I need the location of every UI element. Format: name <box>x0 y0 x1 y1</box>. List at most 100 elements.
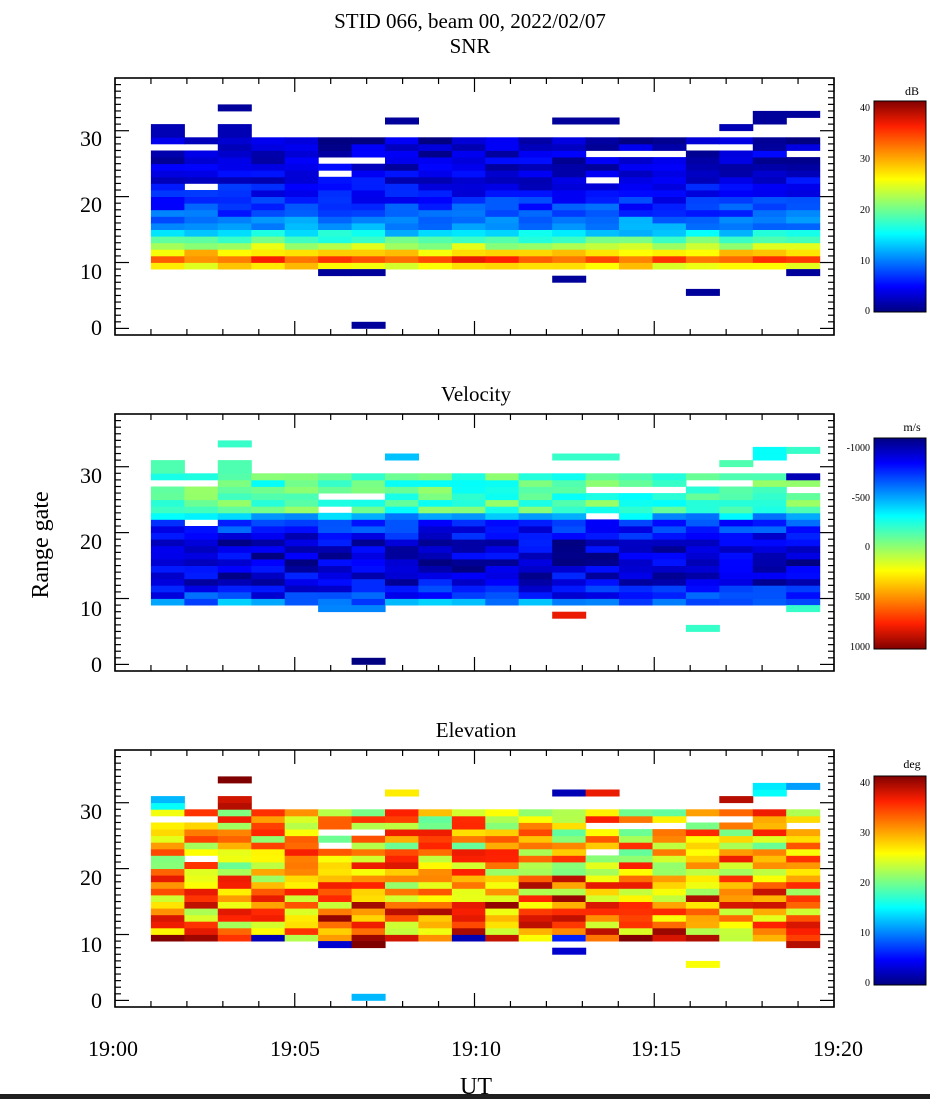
heatmap-cell <box>518 209 553 217</box>
heatmap-cell <box>217 934 252 942</box>
heatmap-cell <box>619 888 653 896</box>
heatmap-cell <box>318 143 353 151</box>
heatmap-cell <box>685 203 720 211</box>
heatmap-cell <box>652 209 687 217</box>
heatmap-cell <box>752 216 787 224</box>
heatmap-cell <box>752 855 787 863</box>
heatmap-cell <box>719 796 754 804</box>
heatmap-cell <box>552 229 587 237</box>
heatmap-cell <box>518 578 553 586</box>
heatmap-cell <box>351 479 386 487</box>
heatmap-cell <box>418 203 453 211</box>
heatmap-cell <box>184 822 219 830</box>
velocity-ytick-20: 20 <box>80 529 102 554</box>
heatmap-cell <box>251 908 286 916</box>
heatmap-cell <box>385 236 419 244</box>
heatmap-cell <box>485 815 520 823</box>
heatmap-cell <box>184 493 219 501</box>
heatmap-cell <box>451 835 486 843</box>
heatmap-cell <box>786 157 821 165</box>
heatmap-cell <box>752 868 787 876</box>
velocity-ytick-0: 0 <box>91 652 102 677</box>
heatmap-cell <box>184 242 219 250</box>
heatmap-cell <box>752 236 787 244</box>
heatmap-cell <box>284 888 319 896</box>
heatmap-cell <box>552 901 587 909</box>
heatmap-cell <box>318 578 353 586</box>
heatmap-cell <box>786 137 821 145</box>
heatmap-cell <box>318 901 353 909</box>
heatmap-cell <box>385 848 419 856</box>
heatmap-cell <box>451 895 486 902</box>
heatmap-cell <box>284 255 319 263</box>
heatmap-cell <box>418 927 453 935</box>
heatmap-cell <box>719 157 754 165</box>
heatmap-cell <box>284 137 319 145</box>
heatmap-cell <box>786 868 821 876</box>
heatmap-cell <box>385 578 419 586</box>
heatmap-cell <box>184 901 219 909</box>
heatmap-cell <box>485 255 520 263</box>
heatmap-cell <box>217 565 252 573</box>
heatmap-cell <box>652 223 687 230</box>
velocity-colorbar: m/s -1000 -500 0 500 1000 <box>847 420 927 653</box>
heatmap-cell <box>351 809 386 817</box>
heatmap-cell <box>518 150 553 158</box>
heatmap-cell <box>351 216 386 224</box>
heatmap-cell <box>552 236 587 244</box>
heatmap-cell <box>786 881 821 889</box>
heatmap-cell <box>652 512 687 520</box>
heatmap-cell <box>685 578 720 586</box>
heatmap-cell <box>184 526 219 533</box>
heatmap-cell <box>184 545 219 553</box>
heatmap-cell <box>284 545 319 553</box>
heatmap-cell <box>217 559 252 566</box>
heatmap-cell <box>284 881 319 889</box>
heatmap-cell <box>418 888 453 896</box>
heatmap-cell <box>585 526 620 533</box>
heatmap-cell <box>184 895 219 902</box>
heatmap-cell <box>284 822 319 830</box>
heatmap-cell <box>351 170 386 178</box>
heatmap-cell <box>719 809 754 817</box>
heatmap-cell <box>786 143 821 151</box>
heatmap-cell <box>619 862 653 869</box>
heatmap-cell <box>619 848 653 856</box>
heatmap-cell <box>518 176 553 184</box>
heatmap-cell <box>685 493 720 501</box>
heatmap-cell <box>184 914 219 922</box>
heatmap-cell <box>351 183 386 191</box>
heatmap-cell <box>150 908 185 916</box>
heatmap-cell <box>585 809 620 817</box>
heatmap-cell <box>418 170 453 178</box>
heatmap-cell <box>719 842 754 850</box>
heatmap-cell <box>685 598 720 606</box>
heatmap-cell <box>518 473 553 481</box>
heatmap-cell <box>418 519 453 527</box>
heatmap-cell <box>318 499 353 507</box>
heatmap-cell <box>385 572 419 580</box>
heatmap-cell <box>318 236 353 244</box>
heatmap-cell <box>752 209 787 217</box>
heatmap-cell <box>585 255 620 263</box>
heatmap-cell <box>518 895 553 902</box>
heatmap-cell <box>652 499 687 507</box>
heatmap-cell <box>150 914 185 922</box>
heatmap-cell <box>552 611 587 619</box>
heatmap-cell <box>552 479 587 487</box>
heatmap-cell <box>184 223 219 230</box>
heatmap-cell <box>752 143 787 151</box>
heatmap-cell <box>652 585 687 593</box>
heatmap-cell <box>217 460 252 468</box>
heatmap-cell <box>786 262 821 270</box>
heatmap-cell <box>585 479 620 487</box>
heatmap-cell <box>752 927 787 935</box>
heatmap-cell <box>485 183 520 191</box>
snr-colorbar-tick-10: 10 <box>860 256 870 267</box>
heatmap-cell <box>619 901 653 909</box>
heatmap-cell <box>150 809 185 817</box>
heatmap-cell <box>786 862 821 869</box>
heatmap-cell <box>184 835 219 843</box>
heatmap-cell <box>150 572 185 580</box>
heatmap-cell <box>251 236 286 244</box>
